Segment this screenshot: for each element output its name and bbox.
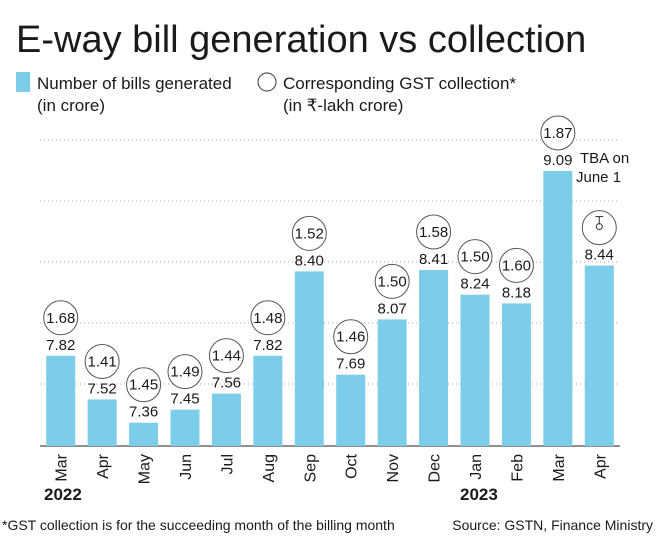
legend-bar-swatch — [16, 72, 30, 92]
month-label: Aug — [261, 454, 278, 482]
bar — [87, 399, 117, 446]
bar-value-label: 8.18 — [502, 284, 531, 301]
gst-circle — [84, 343, 120, 379]
gst-value-label: 1.44 — [212, 348, 241, 365]
gst-value-label: 1.49 — [170, 364, 199, 381]
month-label: Jul — [219, 454, 236, 474]
gst-value-label: 1.60 — [502, 257, 531, 274]
bar-value-label: 7.45 — [170, 391, 199, 408]
month-label: Dec — [427, 454, 444, 482]
month-label: Nov — [385, 454, 402, 482]
bar-value-label: 8.41 — [419, 251, 448, 268]
gst-circles: 1.68 1.41 1.45 1.49 1.44 1.48 1.52 1.46 1.50 1.58… — [43, 115, 617, 403]
tba-pointer-dot — [595, 223, 603, 231]
bar — [211, 393, 241, 446]
bar-value-label: 8.40 — [295, 252, 324, 269]
bar-value-label: 8.07 — [378, 300, 407, 317]
bar — [584, 265, 614, 446]
bar — [543, 171, 573, 446]
bar-value-label: 7.56 — [212, 375, 241, 392]
gst-value-label: 1.41 — [88, 353, 117, 370]
month-label: Feb — [509, 454, 526, 482]
legend-circles-unit: (in ₹-lakh crore) — [283, 96, 403, 115]
month-label: Sep — [302, 454, 319, 483]
gst-circle — [333, 319, 369, 355]
footnote: *GST collection is for the succeeding mo… — [2, 517, 395, 533]
month-label: Jun — [178, 454, 195, 480]
gst-circle — [416, 214, 452, 250]
year-2023: 2023 — [460, 485, 498, 504]
gst-circle — [208, 338, 244, 374]
tba-annotation: TBA on June 1 — [576, 150, 629, 186]
gst-circle — [374, 263, 410, 299]
gst-value-label: 1.87 — [543, 125, 572, 142]
gst-value-label: 1.50 — [378, 273, 407, 290]
gst-circle — [457, 239, 493, 275]
gst-circle — [167, 354, 203, 390]
gst-circle — [250, 300, 286, 336]
month-label: Mar — [551, 453, 568, 481]
bars: 7.82 7.52 7.36 7.45 7.56 7.82 8.40 7.69 8.07 8.41… — [46, 152, 614, 446]
month-label: Mar — [54, 453, 71, 481]
month-label: Oct — [344, 453, 361, 478]
bar-value-label: 7.36 — [129, 404, 158, 421]
bar — [501, 303, 531, 446]
bar — [336, 374, 366, 446]
bar — [460, 294, 490, 446]
gst-value-label: 1.48 — [253, 310, 282, 327]
gridlines — [40, 139, 620, 447]
bar-value-label: 7.82 — [46, 337, 75, 354]
gst-value-label: 1.68 — [46, 310, 75, 327]
bar-value-label: 7.82 — [253, 337, 282, 354]
gst-value-label: 1.46 — [336, 329, 365, 346]
legend-circles-label: Corresponding GST collection* — [283, 74, 516, 93]
gst-value-label: 1.50 — [460, 249, 489, 266]
month-label: May — [137, 454, 154, 484]
legend-bars-unit: (in crore) — [37, 96, 105, 115]
bar — [377, 319, 407, 446]
bar-value-label: 7.69 — [336, 356, 365, 373]
bar — [253, 355, 283, 446]
bar — [170, 409, 200, 446]
legend-bars-label: Number of bills generated — [37, 74, 232, 93]
gst-value-label: 1.58 — [419, 224, 448, 241]
bar-value-label: 9.09 — [543, 152, 572, 169]
gst-circle — [43, 300, 79, 336]
tba-line-1: TBA on — [580, 150, 629, 167]
tba-line-2: June 1 — [576, 169, 621, 186]
gst-circle — [291, 215, 327, 251]
year-2022: 2022 — [44, 485, 82, 504]
month-label: Apr — [592, 453, 609, 479]
month-labels: Mar Apr May Jun Jul Aug Sep Oct Nov Dec Jan Feb Mar A… — [54, 453, 610, 484]
bar — [294, 271, 324, 446]
gst-value-label: 1.52 — [295, 225, 324, 242]
month-label: Apr — [95, 453, 112, 479]
gst-circle — [581, 210, 617, 246]
month-label: Jan — [468, 454, 485, 480]
bar — [129, 422, 159, 446]
bar-value-label: 8.24 — [460, 276, 489, 293]
gst-circle — [126, 367, 162, 403]
chart-title: E-way bill generation vs collection — [16, 19, 586, 61]
gst-circle — [540, 115, 576, 151]
bar — [46, 355, 76, 446]
bar-value-label: 7.52 — [88, 380, 117, 397]
gst-circle — [498, 247, 534, 283]
source-note: Source: GSTN, Finance Ministry — [452, 517, 653, 533]
legend-circle-swatch — [257, 72, 277, 92]
bar — [419, 269, 449, 446]
bar-value-label: 8.44 — [585, 247, 614, 264]
gst-value-label: 1.45 — [129, 377, 158, 394]
